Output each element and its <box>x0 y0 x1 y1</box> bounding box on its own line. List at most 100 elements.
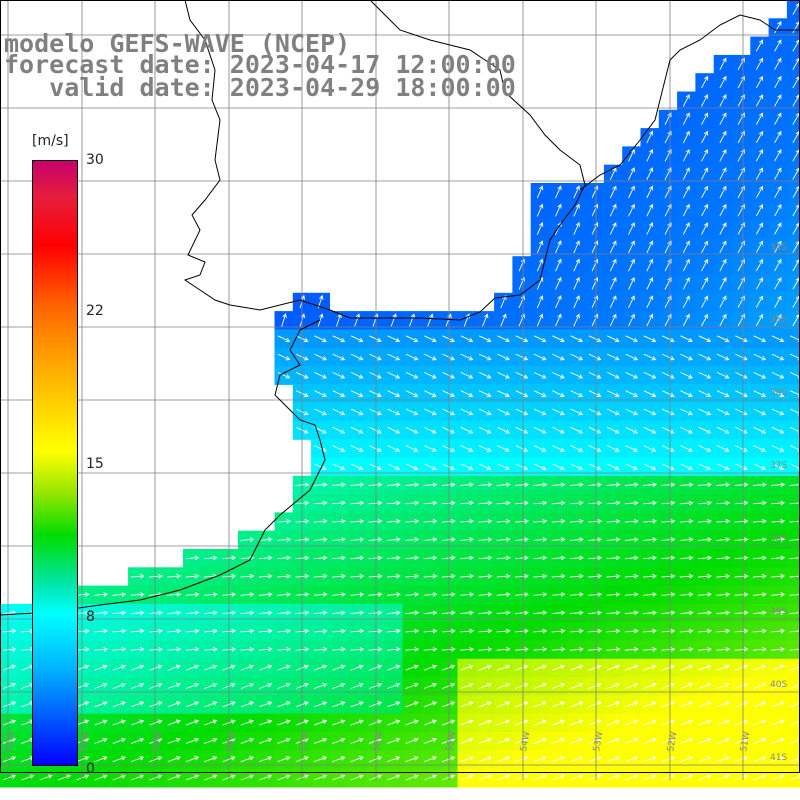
wind-arrow <box>569 628 584 634</box>
wind-arrow <box>661 537 676 542</box>
wind-arrow <box>643 335 657 343</box>
wind-arrow <box>332 426 346 434</box>
wind-arrow <box>646 130 654 144</box>
wind-arrow <box>500 313 507 327</box>
wind-arrow <box>350 353 364 361</box>
wind-arrow <box>515 701 529 708</box>
wind-cell <box>786 219 800 239</box>
wind-arrow <box>203 647 218 652</box>
wind-arrow <box>94 774 108 781</box>
wind-arrow <box>679 628 694 634</box>
wind-arrow <box>313 482 328 487</box>
wind-arrow <box>204 701 218 708</box>
wind-arrow <box>130 701 145 708</box>
wind-arrow <box>405 463 419 471</box>
wind-arrow <box>716 592 731 597</box>
wind-arrow <box>774 203 782 217</box>
wind-arrow <box>314 335 327 343</box>
wind-arrow <box>277 737 291 744</box>
wind-arrow <box>719 57 727 71</box>
wind-arrow <box>313 647 328 652</box>
wind-arrow <box>573 258 580 272</box>
wind-arrow <box>313 719 328 726</box>
wind-arrow <box>496 628 511 634</box>
wind-arrow <box>515 682 529 689</box>
wind-arrow <box>573 203 580 217</box>
wind-arrow <box>536 221 544 235</box>
wind-arrow <box>588 737 602 744</box>
wind-arrow <box>149 701 163 708</box>
wind-arrow <box>569 573 584 579</box>
wind-arrow <box>643 774 657 781</box>
wind-arrow <box>734 573 749 579</box>
wind-arrow <box>624 555 639 561</box>
wind-arrow <box>460 719 474 726</box>
wind-arrow <box>588 628 603 634</box>
wind-arrow <box>405 555 420 561</box>
wind-arrow <box>789 555 800 561</box>
wind-arrow <box>277 518 292 524</box>
wind-arrow <box>460 756 474 763</box>
wind-arrow <box>755 240 764 253</box>
wind-arrow <box>313 737 328 744</box>
wind-arrow <box>735 335 748 343</box>
wind-arrow <box>149 628 163 634</box>
wind-arrow <box>149 756 163 763</box>
wind-arrow <box>570 719 584 726</box>
wind-arrow <box>515 500 529 506</box>
wind-arrow <box>423 719 438 726</box>
wind-arrow <box>350 628 365 634</box>
wind-arrow <box>679 701 694 708</box>
wind-arrow <box>478 371 492 379</box>
wind-arrow <box>682 112 690 125</box>
wind-arrow <box>424 335 437 343</box>
wind-arrow <box>607 353 620 361</box>
wind-arrow <box>606 573 621 579</box>
wind-arrow <box>386 518 401 524</box>
wind-arrow <box>661 518 676 524</box>
wind-arrow <box>753 682 767 689</box>
wind-arrow <box>405 774 419 781</box>
wind-arrow <box>332 335 346 343</box>
wind-arrow <box>94 737 108 744</box>
wind-cell <box>786 329 800 349</box>
wind-arrow <box>771 371 785 379</box>
wind-arrow <box>755 75 764 89</box>
wind-arrow <box>185 737 200 744</box>
wind-arrow <box>698 353 712 361</box>
wind-arrow <box>478 737 492 744</box>
wind-arrow <box>698 664 712 671</box>
wind-arrow <box>368 647 383 652</box>
wind-arrow <box>460 482 475 487</box>
wind-arrow <box>405 445 419 452</box>
wind-arrow <box>533 445 547 452</box>
wind-arrow <box>130 592 145 597</box>
wind-arrow <box>478 573 493 579</box>
wind-arrow <box>478 610 493 616</box>
wind-arrow <box>624 647 639 652</box>
wind-arrow <box>716 628 731 634</box>
wind-arrow <box>405 537 420 542</box>
wind-arrow <box>789 647 800 652</box>
wind-arrow <box>606 555 621 561</box>
wind-arrow <box>774 222 782 235</box>
wind-arrow <box>368 756 383 763</box>
wind-arrow <box>625 390 639 397</box>
wind-arrow <box>21 774 35 781</box>
wind-arrow <box>682 258 690 272</box>
wind-arrow <box>332 390 346 397</box>
wind-cell <box>786 0 800 19</box>
wind-arrow <box>771 573 786 579</box>
wind-arrow <box>661 573 676 579</box>
wind-arrow <box>680 371 693 379</box>
wind-arrow <box>497 408 510 416</box>
wind-arrow <box>701 277 709 290</box>
wind-arrow <box>716 353 730 361</box>
wind-arrow <box>515 737 529 744</box>
wind-arrow <box>390 313 397 327</box>
wind-arrow <box>405 756 419 763</box>
wind-arrow <box>350 445 364 452</box>
colorbar-tick-0: 0 <box>86 761 95 777</box>
wind-arrow <box>789 610 800 616</box>
wind-arrow <box>423 774 438 781</box>
